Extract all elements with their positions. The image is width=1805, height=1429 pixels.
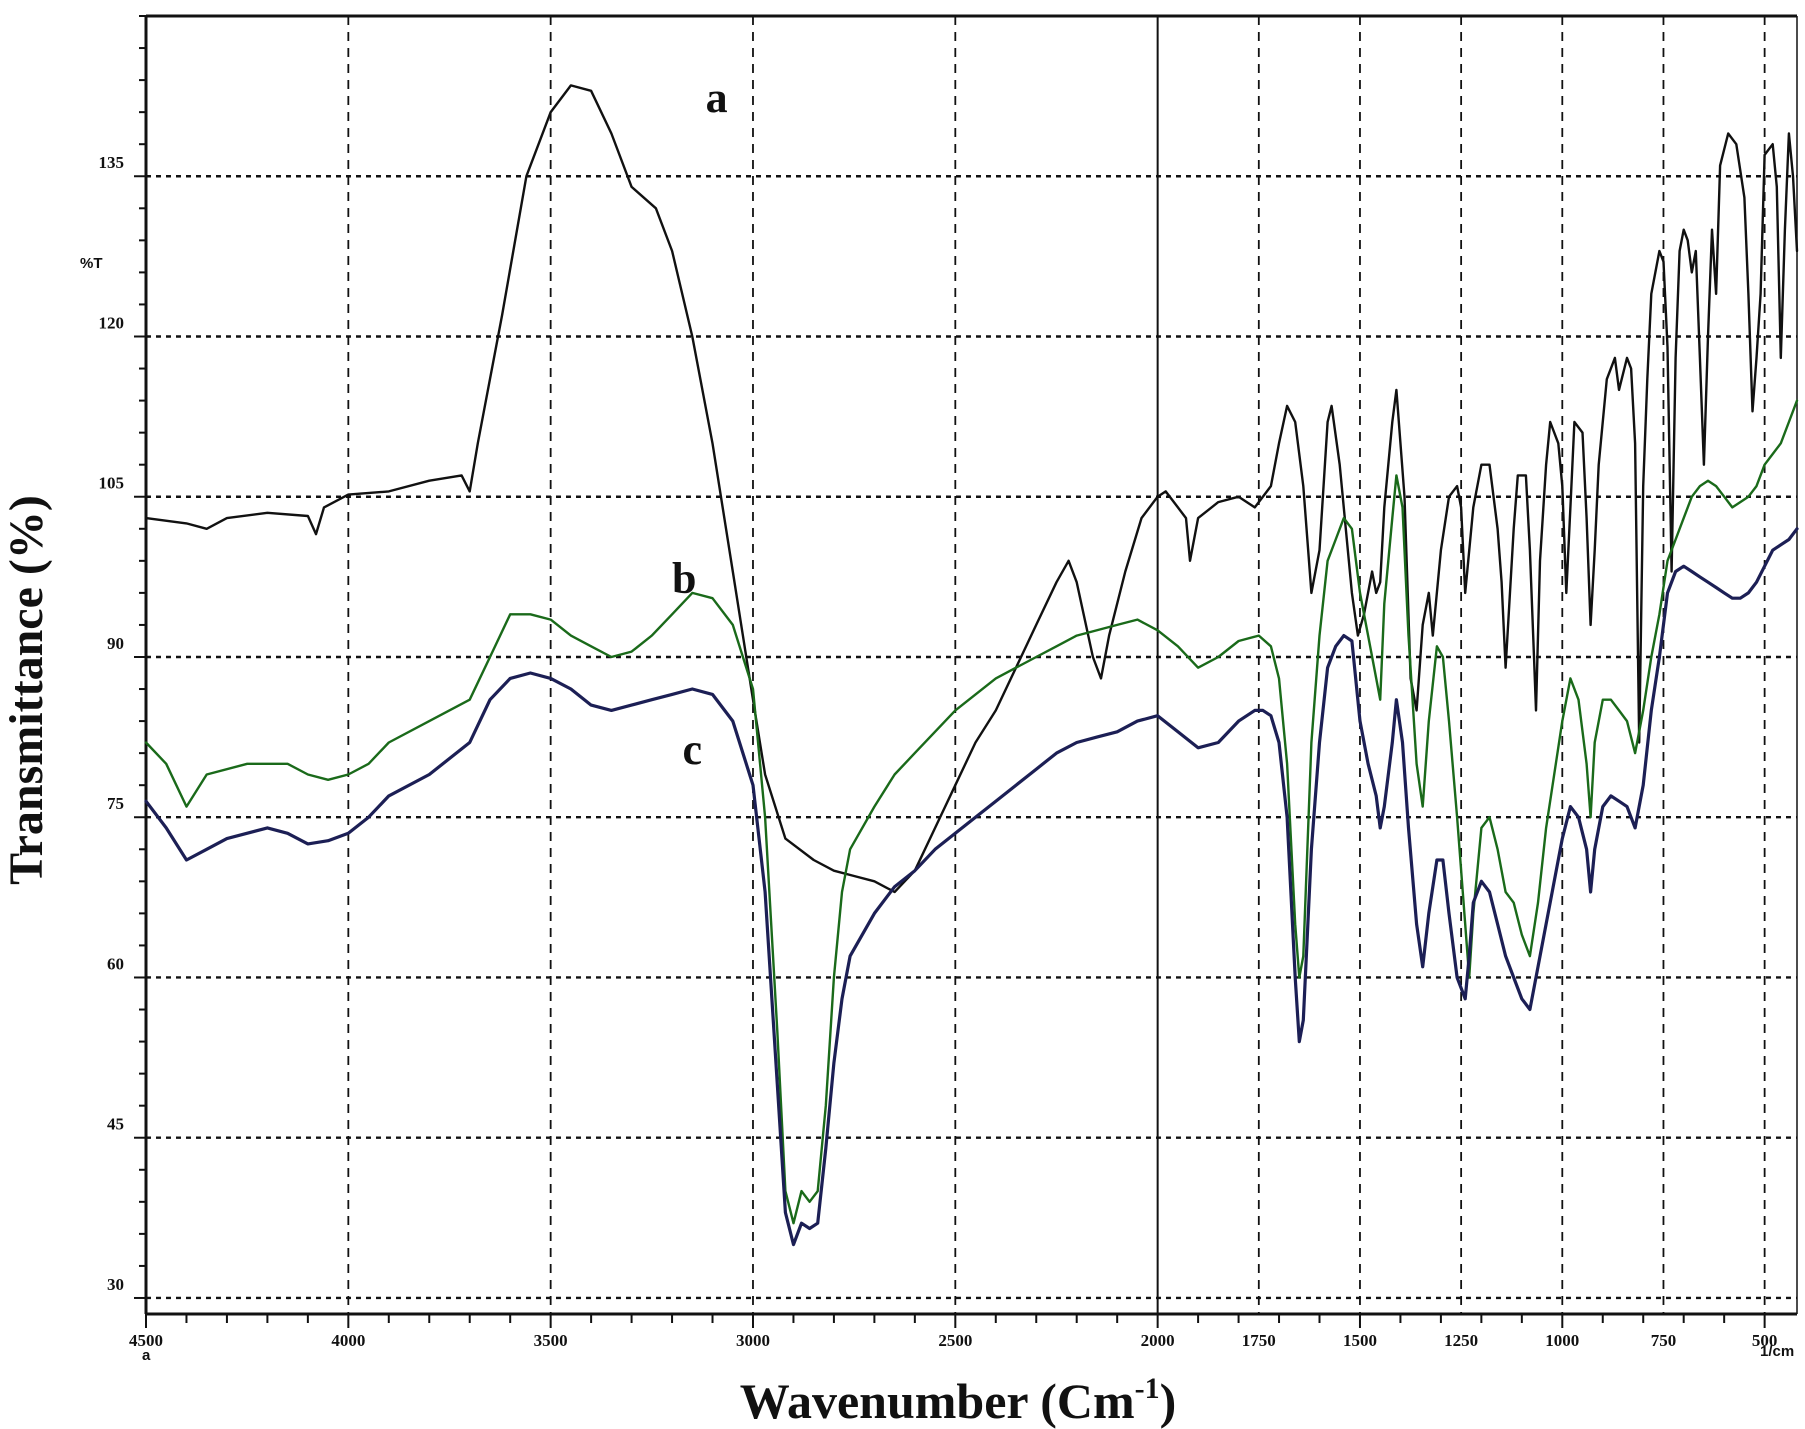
x-tick-label-2000: 2000 xyxy=(1141,1331,1175,1350)
x-tick-label-1250: 1250 xyxy=(1444,1331,1478,1350)
series-a-line xyxy=(144,84,1799,894)
x-tick-label-4500: 4500 xyxy=(129,1331,163,1350)
x-axis-title-close: ) xyxy=(1160,1373,1177,1429)
corner-note: a xyxy=(142,1347,151,1364)
curve-label-a: a xyxy=(706,73,728,122)
spectrum-series xyxy=(144,84,1799,1247)
y-unit-note: %T xyxy=(80,255,103,272)
x-tick-label-1500: 1500 xyxy=(1343,1331,1377,1350)
y-tick-label-60: 60 xyxy=(107,954,124,973)
x-axis-title-main: Wavenumber (Cm xyxy=(740,1373,1135,1429)
plot-frame xyxy=(144,14,1798,1316)
x-tick-label-4000: 4000 xyxy=(331,1331,365,1350)
curve-labels: a b c xyxy=(672,73,728,774)
axis-ticks: 30 45 60 75 90 105 120 135 4500 4000 3500 3000 2500 2… xyxy=(99,15,1778,1350)
x-tick-label-3500: 3500 xyxy=(534,1331,568,1350)
x-axis-title: Wavenumber (Cm-1) xyxy=(740,1372,1177,1429)
x-tick-label-750: 750 xyxy=(1651,1331,1677,1350)
y-tick-label-30: 30 xyxy=(107,1275,124,1294)
curve-label-c: c xyxy=(683,725,703,774)
y-tick-label-90: 90 xyxy=(107,634,124,653)
x-tick-label-3000: 3000 xyxy=(736,1331,770,1350)
y-tick-label-75: 75 xyxy=(107,794,124,813)
x-tick-label-1750: 1750 xyxy=(1242,1331,1276,1350)
grid-lines xyxy=(146,16,1797,1314)
y-tick-label-105: 105 xyxy=(99,474,125,493)
y-axis-title: Transmittance (%) xyxy=(0,495,53,885)
y-tick-label-120: 120 xyxy=(99,313,125,332)
y-tick-label-45: 45 xyxy=(107,1115,124,1134)
y-tick-label-135: 135 xyxy=(99,153,125,172)
x-tick-label-1000: 1000 xyxy=(1545,1331,1579,1350)
series-c-line xyxy=(144,527,1799,1247)
x-tick-label-2500: 2500 xyxy=(938,1331,972,1350)
series-b-line xyxy=(144,399,1799,1225)
curve-label-b: b xyxy=(672,554,696,603)
x-unit-note: 1/cm xyxy=(1760,1343,1794,1360)
x-tick-label-500: 500 xyxy=(1752,1331,1778,1350)
x-axis-title-sup: -1 xyxy=(1135,1372,1160,1405)
